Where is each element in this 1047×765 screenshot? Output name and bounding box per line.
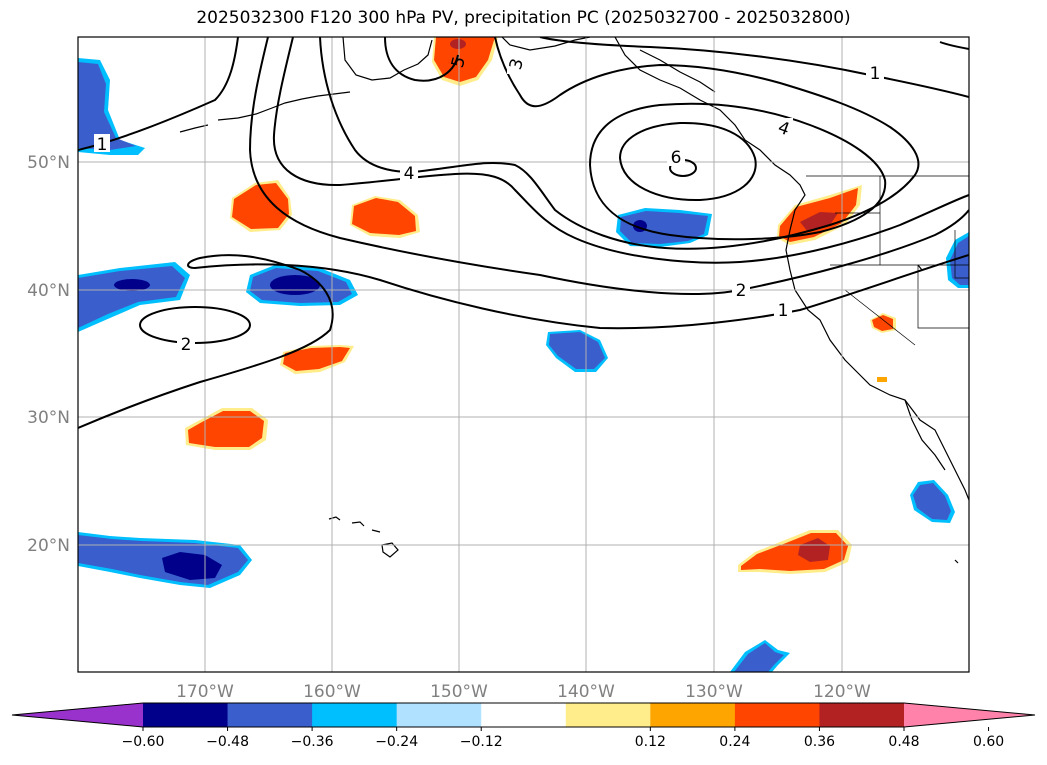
neg-anomaly-core — [114, 279, 150, 291]
colorbar-ticks: −0.60 −0.48 −0.36 −0.24 −0.12 0.12 0.24 0.36 0.4… — [122, 727, 1004, 750]
pv-contour-6 — [618, 121, 757, 202]
neg-anomaly-area — [620, 211, 708, 244]
pos-anomaly-core — [450, 39, 466, 49]
contour-label: 5 — [448, 54, 470, 70]
map-content: 1 2 4 6 5 3 4 2 1 1 — [78, 37, 969, 672]
pv-contour-2 — [248, 37, 969, 296]
pos-anomaly-area — [352, 198, 416, 235]
neg-anomaly-area — [78, 62, 136, 150]
lon-label-140w: 140°W — [557, 682, 615, 702]
colorbar-cell — [565, 703, 651, 727]
pos-anomaly-core — [800, 212, 838, 232]
latitude-labels: 50°N 40°N 30°N 20°N — [27, 153, 70, 556]
contour-label: 2 — [736, 281, 747, 301]
pos-anomaly-area — [232, 183, 289, 229]
colorbar-cell — [312, 703, 398, 727]
pos-anomaly-core — [798, 538, 830, 562]
pv-contour-1 — [539, 37, 969, 98]
neg-anomaly-core — [162, 552, 222, 580]
colorbar-extend-min — [12, 703, 143, 727]
lon-label-150w: 150°W — [430, 682, 488, 702]
neg-anomaly-area — [734, 643, 784, 672]
pos-anomaly-area — [283, 347, 350, 371]
pv-contour-4 — [272, 37, 969, 264]
colorbar-cell — [734, 703, 820, 727]
colorbar-cell — [396, 703, 482, 727]
colorbar-tick-label: 0.48 — [888, 734, 919, 750]
political-borders — [806, 175, 969, 346]
pv-contour-1 — [78, 254, 969, 429]
pv-contour-5 — [588, 102, 887, 241]
contour-labels: 1 2 4 6 5 3 4 2 1 1 — [94, 54, 884, 355]
longitude-labels: 170°W 160°W 150°W 140°W 130°W 120°W — [176, 682, 871, 702]
colorbar-cell — [481, 703, 567, 727]
neg-anomaly-area — [549, 332, 605, 369]
neg-anomaly-area — [913, 483, 951, 520]
lon-label-160w: 160°W — [303, 682, 361, 702]
lon-label-170w: 170°W — [176, 682, 234, 702]
lat-label-50n: 50°N — [27, 153, 70, 173]
colorbar-tick-label: −0.12 — [460, 734, 503, 750]
contour-label: 3 — [506, 56, 528, 72]
colorbar-tick-label: 0.12 — [635, 734, 666, 750]
colorbar-cell — [227, 703, 313, 727]
contour-label: 1 — [97, 135, 108, 155]
lat-label-20n: 20°N — [27, 536, 70, 556]
colorbar-tick-label: −0.48 — [206, 734, 249, 750]
pos-anomaly-area — [872, 315, 893, 331]
colorbar-cells — [11, 702, 1036, 728]
pv-contour-1 — [78, 37, 239, 151]
lat-label-40n: 40°N — [27, 281, 70, 301]
pv-contours — [78, 37, 969, 429]
map-frame — [77, 36, 970, 673]
colorbar-cell — [143, 703, 229, 727]
colorbar-tick-label: −0.24 — [375, 734, 418, 750]
contour-label: 4 — [404, 164, 415, 184]
gridlines — [78, 37, 969, 672]
contour-label: 1 — [778, 301, 789, 321]
contour-label: 1 — [870, 64, 881, 84]
contour-label: 6 — [671, 148, 682, 168]
colorbar-extend-max — [904, 703, 1035, 727]
map-title: 2025032300 F120 300 hPa PV, precipitatio… — [196, 8, 851, 28]
lat-label-30n: 30°N — [27, 408, 70, 428]
neg-anomaly-area — [78, 266, 185, 328]
colorbar-cell — [650, 703, 736, 727]
colorbar-tick-label: −0.36 — [291, 734, 334, 750]
colorbar: −0.60 −0.48 −0.36 −0.24 −0.12 0.12 0.24 0.36 0.4… — [11, 702, 1036, 750]
colorbar-tick-label: 0.60 — [973, 734, 1004, 750]
lon-label-120w: 120°W — [813, 682, 871, 702]
pv-contour-5 — [384, 37, 459, 82]
pos-anomaly-area — [188, 411, 264, 447]
colorbar-tick-label: 0.36 — [804, 734, 835, 750]
pv-contour-3 — [319, 37, 920, 250]
contour-label: 2 — [181, 335, 192, 355]
lon-label-130w: 130°W — [685, 682, 743, 702]
colorbar-tick-label: 0.24 — [719, 734, 750, 750]
pv-contour-1 — [939, 41, 969, 50]
colorbar-cell — [819, 703, 905, 727]
pos-anomaly-area — [877, 377, 887, 382]
colorbar-tick-label: −0.60 — [122, 734, 165, 750]
